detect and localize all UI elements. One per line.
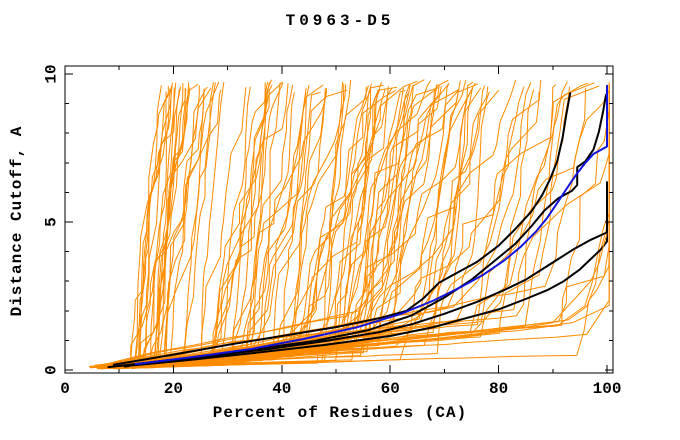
model-curve [90,86,367,369]
model-curve [93,82,270,367]
x-tick-label: 20 [164,380,183,398]
model-curve [116,91,167,369]
tick-labels: 0 20 40 60 80 100 0 5 10 [43,64,622,398]
best-orange-model [129,233,608,368]
highlighted-model-3 [118,93,607,367]
model-curve [117,80,461,368]
model-curve [124,81,568,367]
model-curve [108,88,212,366]
x-tick-label: 0 [60,380,70,398]
model-curve [94,85,169,366]
model-curve [115,79,542,367]
y-tick-label: 5 [43,217,61,227]
highlighted-model-4 [123,218,608,368]
model-curve [117,88,205,367]
x-tick-label: 80 [489,380,508,398]
model-curve [136,87,186,367]
x-tick-label: 60 [381,380,400,398]
axis-frame [64,65,614,374]
model-curve [139,90,410,369]
model-curve [102,82,281,368]
plot-box [64,65,614,374]
chart-title: T0963-D5 [285,12,395,30]
model-curve [134,82,177,367]
highlighted-model-lines [107,84,608,369]
model-curve [95,82,190,367]
reference-model-blue [134,84,608,366]
model-curve [102,87,247,370]
model-curve [114,85,485,369]
highlighted-model-1 [107,181,608,369]
model-curve [105,85,162,369]
y-axis-label: Distance Cutoff, A [8,125,26,317]
model-curve [119,86,398,368]
model-curve [89,88,393,368]
model-curve [119,85,369,367]
y-tick-label: 0 [43,365,61,375]
model-curve [125,89,222,366]
model-curve [104,82,173,368]
x-axis-label: Percent of Residues (CA) [212,404,468,422]
model-curve [97,86,208,368]
model-curve [135,83,199,368]
model-curve [120,88,205,366]
x-tick-label: 40 [272,380,291,398]
model-curve [119,87,175,367]
model-curve [116,83,478,366]
x-tick-label: 100 [593,380,622,398]
orange-model-lines [89,79,610,370]
model-curve [108,88,307,367]
y-tick-label: 10 [43,64,61,83]
highlighted-model-2 [112,92,572,366]
model-curve [100,84,324,370]
